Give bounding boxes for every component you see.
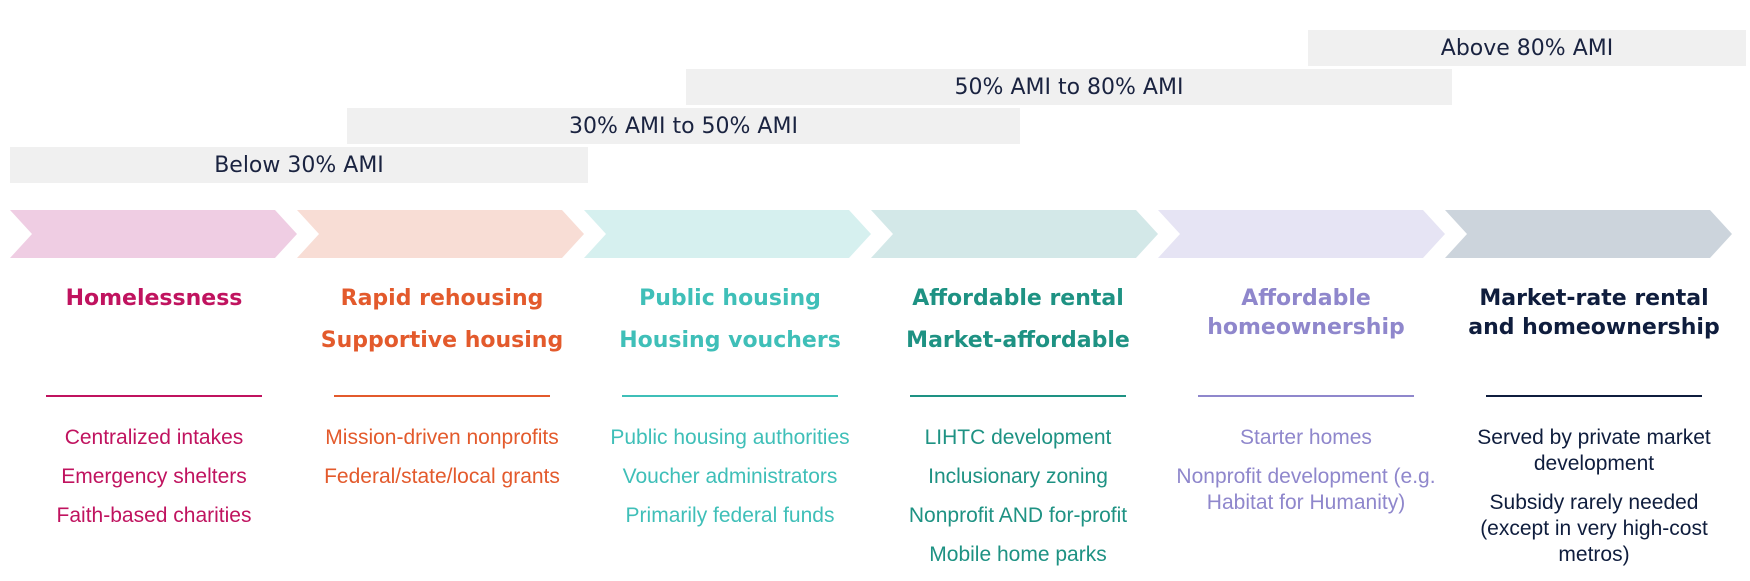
column-title: Affordable homeownership <box>1171 284 1441 376</box>
column-market-rate: Market-rate rental and homeownership Serve… <box>1459 284 1729 581</box>
column-title-line: Market-affordable <box>906 328 1130 353</box>
column-divider <box>46 395 262 397</box>
continuum-arrows <box>10 210 1732 258</box>
column-title-line: Affordable <box>1241 286 1371 311</box>
list-item: Faith-based charities <box>56 504 252 527</box>
chevron-rapid-rehousing <box>297 210 584 258</box>
column-item-list: Centralized intakes Emergency shelters Fai… <box>19 425 289 529</box>
column-title-line: Housing vouchers <box>619 328 841 353</box>
chevron-public-housing <box>584 210 871 258</box>
list-item: Federal/state/local grants <box>324 465 560 488</box>
ami-band-label: Above 80% AMI <box>1440 35 1614 61</box>
column-title: Homelessness <box>19 284 289 376</box>
column-item-list: Starter homes Nonprofit development (e.g.… <box>1171 425 1441 516</box>
list-item: Mobile home parks <box>929 543 1107 566</box>
list-item: Primarily federal funds <box>625 504 835 527</box>
ami-band-label: Below 30% AMI <box>214 152 384 178</box>
chevron-affordable-homeownership <box>1158 210 1445 258</box>
list-item: Mission-driven nonprofits <box>325 426 559 449</box>
column-divider <box>622 395 838 397</box>
column-title: Market-rate rental and homeownership <box>1459 284 1729 376</box>
column-divider <box>910 395 1126 397</box>
ami-band-above-80: Above 80% AMI <box>1308 30 1746 66</box>
ami-band-label: 50% AMI to 80% AMI <box>954 74 1184 100</box>
column-divider <box>334 395 550 397</box>
column-title-line: Affordable rental <box>912 286 1124 311</box>
ami-band-50-to-80: 50% AMI to 80% AMI <box>686 69 1452 105</box>
column-divider <box>1198 395 1414 397</box>
column-title-line: homeownership <box>1207 315 1405 340</box>
list-item: Centralized intakes <box>64 426 244 449</box>
column-title: Public housing Housing vouchers <box>595 284 865 376</box>
chevron-homelessness <box>10 210 297 258</box>
column-title-line: Homelessness <box>65 286 243 311</box>
column-affordable-rental: Affordable rental Market-affordable LIHTC … <box>883 284 1153 581</box>
column-title-line: Public housing <box>639 286 821 311</box>
column-item-list: LIHTC development Inclusionary zoning Nonp… <box>883 425 1153 568</box>
column-title: Rapid rehousing Supportive housing <box>307 284 577 376</box>
chevron-affordable-rental <box>871 210 1158 258</box>
list-item: Nonprofit AND for-profit <box>908 504 1128 527</box>
list-item: Emergency shelters <box>61 465 247 488</box>
chevron-market-rate <box>1445 210 1732 258</box>
column-homelessness: Homelessness Centralized intakes Emergency… <box>19 284 289 542</box>
column-affordable-homeownership: Affordable homeownership Starter homes Nonp… <box>1171 284 1441 529</box>
list-item: Public housing authorities <box>610 426 850 449</box>
column-title-line: Market-rate rental <box>1479 286 1709 311</box>
column-title-line: Rapid rehousing <box>340 286 544 311</box>
list-item: Inclusionary zoning <box>928 465 1108 488</box>
ami-band-30-to-50: 30% AMI to 50% AMI <box>347 108 1020 144</box>
column-divider <box>1486 395 1702 397</box>
column-title-line: Supportive housing <box>320 328 564 353</box>
column-public-housing: Public housing Housing vouchers Public hou… <box>595 284 865 542</box>
list-item: LIHTC development <box>924 426 1112 449</box>
column-title: Affordable rental Market-affordable <box>883 284 1153 376</box>
column-item-list: Public housing authorities Voucher admini… <box>595 425 865 529</box>
column-rapid-rehousing: Rapid rehousing Supportive housing Mission… <box>307 284 577 503</box>
list-item: Voucher administrators <box>622 465 838 488</box>
column-item-list: Mission-driven nonprofits Federal/state/l… <box>307 425 577 490</box>
column-item-list: Served by private market development Subs… <box>1459 425 1729 568</box>
list-item: Subsidy rarely needed (except in very hi… <box>1480 491 1708 566</box>
list-item: Nonprofit development (e.g. Habitat for … <box>1176 465 1436 514</box>
list-item: Starter homes <box>1240 426 1372 449</box>
ami-band-below-30: Below 30% AMI <box>10 147 588 183</box>
column-title-line: and homeownership <box>1468 315 1720 340</box>
list-item: Served by private market development <box>1477 426 1711 475</box>
ami-band-label: 30% AMI to 50% AMI <box>569 113 798 139</box>
